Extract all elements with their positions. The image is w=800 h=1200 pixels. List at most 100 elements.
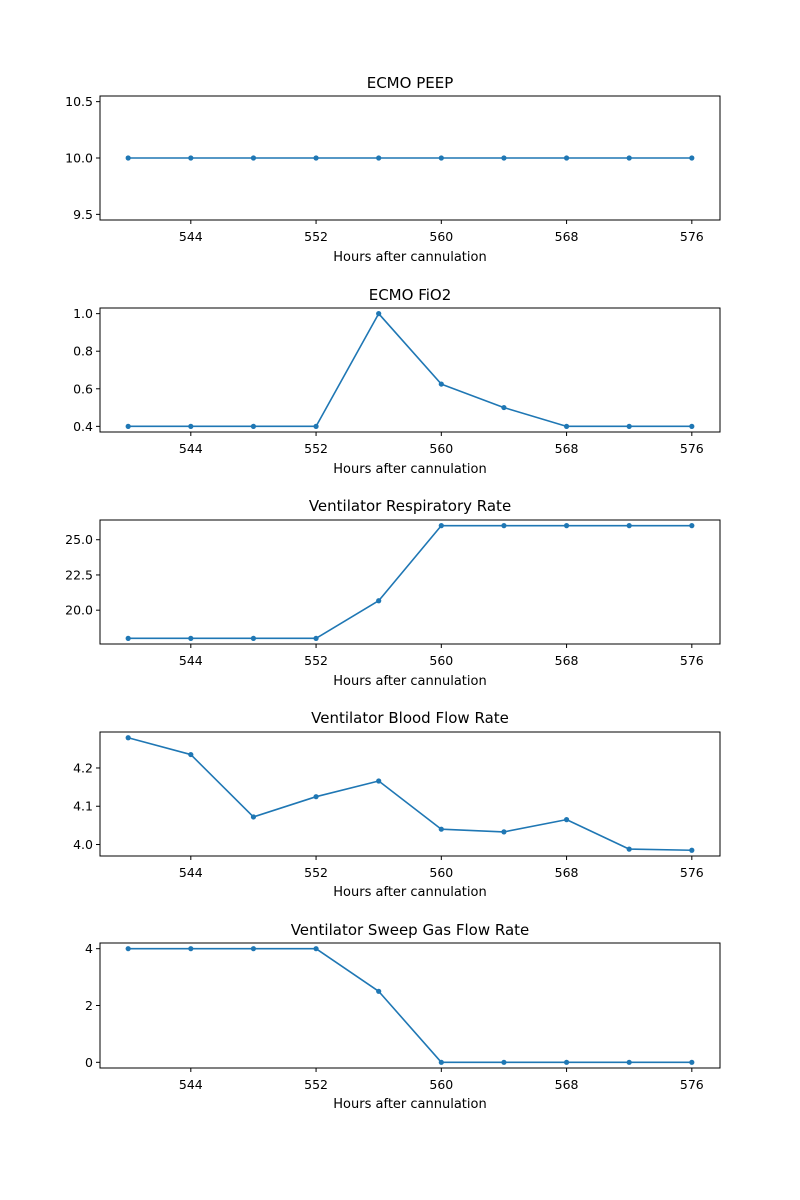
subplot-title: Ventilator Respiratory Rate bbox=[309, 497, 511, 515]
x-tick-label: 576 bbox=[680, 1077, 704, 1092]
x-tick-label: 544 bbox=[179, 441, 203, 456]
subplot-ecmo-fio2: ECMO FiO2 Hours after cannulation 544 552… bbox=[73, 286, 721, 477]
data-point bbox=[376, 155, 382, 161]
data-point bbox=[313, 155, 319, 161]
y-tick-label: 0.6 bbox=[73, 381, 93, 396]
data-point bbox=[438, 523, 444, 529]
y-tick-label: 25.0 bbox=[65, 532, 93, 547]
data-point bbox=[125, 155, 131, 161]
y-tick-label: 10.0 bbox=[65, 151, 93, 166]
data-point bbox=[250, 814, 257, 820]
data-point bbox=[626, 846, 632, 852]
x-tick-label: 544 bbox=[179, 865, 203, 880]
x-tick-label: 560 bbox=[429, 1077, 453, 1092]
data-point bbox=[188, 155, 194, 161]
subplot-title: Ventilator Sweep Gas Flow Rate bbox=[291, 921, 530, 939]
x-axis-label: Hours after cannulation bbox=[333, 250, 486, 265]
series-line bbox=[128, 524, 692, 640]
x-tick-label: 552 bbox=[304, 229, 328, 244]
data-point bbox=[563, 423, 570, 429]
data-point bbox=[501, 155, 507, 161]
x-tick-label: 568 bbox=[555, 229, 579, 244]
y-tick-label: 0 bbox=[85, 1055, 93, 1070]
data-point bbox=[626, 423, 632, 429]
x-tick-label: 568 bbox=[555, 865, 579, 880]
data-point bbox=[250, 423, 257, 429]
data-point bbox=[376, 311, 382, 317]
x-tick-label: 560 bbox=[429, 441, 453, 456]
x-tick-label: 576 bbox=[680, 229, 704, 244]
x-axis-label: Hours after cannulation bbox=[333, 1097, 486, 1112]
data-point bbox=[689, 155, 695, 161]
data-point bbox=[626, 155, 632, 161]
data-point bbox=[250, 155, 257, 161]
x-tick-label: 544 bbox=[179, 653, 203, 668]
y-tick-label: 2 bbox=[85, 998, 93, 1013]
data-point bbox=[501, 523, 507, 529]
x-tick-label: 560 bbox=[429, 653, 453, 668]
data-point bbox=[313, 794, 319, 800]
subplot-ventilator-blood-flow-rate: Ventilator Blood Flow Rate Hours after c… bbox=[73, 709, 721, 900]
data-point bbox=[313, 423, 319, 429]
x-tick-label: 576 bbox=[680, 865, 704, 880]
y-tick-label: 10.5 bbox=[65, 94, 93, 109]
x-tick-label: 552 bbox=[304, 653, 328, 668]
x-tick-label: 568 bbox=[555, 441, 579, 456]
y-tick-label: 22.5 bbox=[65, 567, 93, 582]
data-point bbox=[689, 847, 695, 853]
x-tick-label: 576 bbox=[680, 441, 704, 456]
data-point bbox=[689, 1059, 695, 1065]
data-point bbox=[689, 523, 695, 529]
data-point bbox=[501, 404, 507, 411]
y-tick-label: 4.2 bbox=[73, 760, 93, 775]
axes-frame bbox=[99, 307, 721, 433]
subplot-ventilator-sweep-gas-flow-rate: Ventilator Sweep Gas Flow Rate Hours aft… bbox=[85, 921, 721, 1112]
data-point bbox=[563, 817, 570, 823]
data-point bbox=[188, 946, 194, 952]
data-point bbox=[125, 635, 131, 641]
data-point bbox=[501, 829, 507, 835]
data-point bbox=[563, 1059, 570, 1065]
x-tick-label: 576 bbox=[680, 653, 704, 668]
data-point bbox=[125, 423, 131, 429]
data-point bbox=[313, 635, 319, 641]
axes-frame bbox=[99, 731, 721, 857]
data-point bbox=[188, 423, 194, 429]
x-tick-label: 552 bbox=[304, 441, 328, 456]
x-tick-label: 544 bbox=[179, 229, 203, 244]
data-point bbox=[626, 523, 632, 529]
data-point bbox=[376, 778, 382, 784]
y-tick-label: 4.0 bbox=[73, 837, 93, 852]
data-point bbox=[188, 751, 194, 758]
x-tick-label: 560 bbox=[429, 229, 453, 244]
x-tick-label: 568 bbox=[555, 653, 579, 668]
data-point bbox=[125, 946, 131, 952]
y-tick-label: 9.5 bbox=[73, 207, 93, 222]
data-point bbox=[188, 635, 194, 641]
axes-frame bbox=[99, 519, 721, 645]
series-line bbox=[128, 947, 692, 1064]
x-tick-label: 568 bbox=[555, 1077, 579, 1092]
subplot-ventilator-respiratory-rate: Ventilator Respiratory Rate Hours after … bbox=[65, 497, 721, 689]
data-point bbox=[313, 946, 319, 952]
data-point bbox=[438, 1059, 444, 1065]
y-tick-label: 0.4 bbox=[73, 419, 93, 434]
x-tick-label: 552 bbox=[304, 865, 328, 880]
y-tick-label: 4.1 bbox=[73, 799, 93, 814]
x-axis-label: Hours after cannulation bbox=[333, 462, 486, 477]
x-axis-label: Hours after cannulation bbox=[333, 674, 486, 689]
data-point bbox=[626, 1059, 632, 1065]
data-point bbox=[125, 735, 131, 741]
data-point bbox=[563, 523, 570, 529]
x-tick-label: 560 bbox=[429, 865, 453, 880]
series-line bbox=[127, 736, 692, 852]
y-tick-label: 20.0 bbox=[65, 603, 93, 618]
y-tick-label: 4 bbox=[85, 941, 93, 956]
x-tick-label: 544 bbox=[179, 1077, 203, 1092]
y-tick-label: 1.0 bbox=[73, 306, 93, 321]
subplot-title: ECMO FiO2 bbox=[369, 286, 452, 304]
data-point bbox=[501, 1059, 507, 1065]
data-point bbox=[689, 423, 695, 429]
y-tick-label: 0.8 bbox=[73, 344, 93, 359]
